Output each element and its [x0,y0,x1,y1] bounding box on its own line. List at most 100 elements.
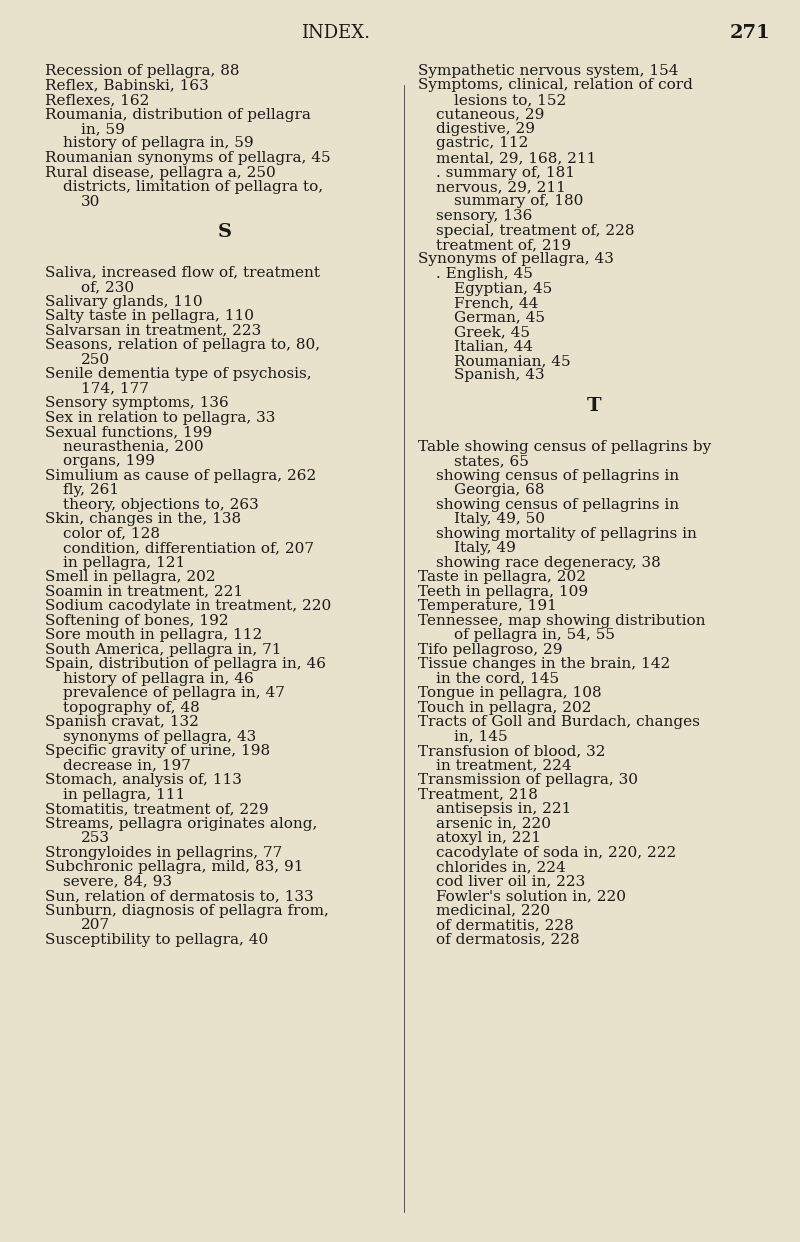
Text: decrease in, 197: decrease in, 197 [63,759,191,773]
Text: of dermatosis, 228: of dermatosis, 228 [436,933,580,946]
Text: . English, 45: . English, 45 [436,267,533,281]
Text: Roumania, distribution of pellagra: Roumania, distribution of pellagra [45,108,311,122]
Text: T: T [586,397,602,415]
Text: summary of, 180: summary of, 180 [454,195,583,209]
Text: Spanish cravat, 132: Spanish cravat, 132 [45,715,199,729]
Text: digestive, 29: digestive, 29 [436,122,535,137]
Text: 174, 177: 174, 177 [81,381,149,395]
Text: Temperature, 191: Temperature, 191 [418,599,557,614]
Text: Salvarsan in treatment, 223: Salvarsan in treatment, 223 [45,324,262,338]
Text: INDEX.: INDEX. [302,24,370,42]
Text: Strongyloides in pellagrins, 77: Strongyloides in pellagrins, 77 [45,846,282,859]
Text: sensory, 136: sensory, 136 [436,209,532,224]
Text: fly, 261: fly, 261 [63,483,119,497]
Text: Sunburn, diagnosis of pellagra from,: Sunburn, diagnosis of pellagra from, [45,903,329,918]
Text: Roumanian synonyms of pellagra, 45: Roumanian synonyms of pellagra, 45 [45,152,330,165]
Text: Spanish, 43: Spanish, 43 [454,369,545,383]
Text: Salivary glands, 110: Salivary glands, 110 [45,294,202,308]
Text: Sex in relation to pellagra, 33: Sex in relation to pellagra, 33 [45,411,275,425]
Text: atoxyl in, 221: atoxyl in, 221 [436,831,541,845]
Text: color of, 128: color of, 128 [63,527,160,540]
Text: showing census of pellagrins in: showing census of pellagrins in [436,498,679,512]
Text: arsenic in, 220: arsenic in, 220 [436,816,551,831]
Text: topography of, 48: topography of, 48 [63,700,200,714]
Text: Italy, 49, 50: Italy, 49, 50 [454,512,545,527]
Text: Sun, relation of dermatosis to, 133: Sun, relation of dermatosis to, 133 [45,889,314,903]
Text: cutaneous, 29: cutaneous, 29 [436,108,544,122]
Text: history of pellagra in, 46: history of pellagra in, 46 [63,672,254,686]
Text: Italian, 44: Italian, 44 [454,339,533,354]
Text: Streams, pellagra originates along,: Streams, pellagra originates along, [45,816,318,831]
Text: Salty taste in pellagra, 110: Salty taste in pellagra, 110 [45,309,254,323]
Text: Tissue changes in the brain, 142: Tissue changes in the brain, 142 [418,657,670,671]
Text: Greek, 45: Greek, 45 [454,325,530,339]
Text: 250: 250 [81,353,110,366]
Text: Soamin in treatment, 221: Soamin in treatment, 221 [45,585,243,599]
Text: Sexual functions, 199: Sexual functions, 199 [45,425,212,440]
Text: special, treatment of, 228: special, treatment of, 228 [436,224,634,237]
Text: Transfusion of blood, 32: Transfusion of blood, 32 [418,744,606,758]
Text: Saliva, increased flow of, treatment: Saliva, increased flow of, treatment [45,266,320,279]
Text: severe, 84, 93: severe, 84, 93 [63,874,172,888]
Text: Seasons, relation of pellagra to, 80,: Seasons, relation of pellagra to, 80, [45,338,320,351]
Text: Senile dementia type of psychosis,: Senile dementia type of psychosis, [45,368,312,381]
Text: . summary of, 181: . summary of, 181 [436,165,575,180]
Text: condition, differentiation of, 207: condition, differentiation of, 207 [63,542,314,555]
Text: Transmission of pellagra, 30: Transmission of pellagra, 30 [418,773,638,787]
Text: Reflexes, 162: Reflexes, 162 [45,93,150,107]
Text: Teeth in pellagra, 109: Teeth in pellagra, 109 [418,585,588,599]
Text: Tennessee, map showing distribution: Tennessee, map showing distribution [418,614,706,627]
Text: Simulium as cause of pellagra, 262: Simulium as cause of pellagra, 262 [45,468,316,483]
Text: Tracts of Goll and Burdach, changes: Tracts of Goll and Burdach, changes [418,715,700,729]
Text: 253: 253 [81,831,110,845]
Text: Synonyms of pellagra, 43: Synonyms of pellagra, 43 [418,252,614,267]
Text: prevalence of pellagra in, 47: prevalence of pellagra in, 47 [63,686,285,700]
Text: Treatment, 218: Treatment, 218 [418,787,538,801]
Text: cod liver oil in, 223: cod liver oil in, 223 [436,874,586,888]
Text: Fowler's solution in, 220: Fowler's solution in, 220 [436,889,626,903]
Text: Georgia, 68: Georgia, 68 [454,483,545,497]
Text: districts, limitation of pellagra to,: districts, limitation of pellagra to, [63,180,323,194]
Text: in, 59: in, 59 [81,122,125,137]
Text: German, 45: German, 45 [454,310,545,324]
Text: showing race degeneracy, 38: showing race degeneracy, 38 [436,555,661,570]
Text: organs, 199: organs, 199 [63,455,155,468]
Text: states, 65: states, 65 [454,455,529,468]
Text: Sore mouth in pellagra, 112: Sore mouth in pellagra, 112 [45,628,262,642]
Text: in the cord, 145: in the cord, 145 [436,672,559,686]
Text: of dermatitis, 228: of dermatitis, 228 [436,918,574,932]
Text: Sympathetic nervous system, 154: Sympathetic nervous system, 154 [418,65,678,78]
Text: theory, objections to, 263: theory, objections to, 263 [63,498,258,512]
Text: treatment of, 219: treatment of, 219 [436,238,571,252]
Text: Reflex, Babinski, 163: Reflex, Babinski, 163 [45,78,209,92]
Text: Tifo pellagroso, 29: Tifo pellagroso, 29 [418,642,562,657]
Text: Spain, distribution of pellagra in, 46: Spain, distribution of pellagra in, 46 [45,657,326,671]
Text: Egyptian, 45: Egyptian, 45 [454,282,552,296]
Text: Specific gravity of urine, 198: Specific gravity of urine, 198 [45,744,270,758]
Text: Symptoms, clinical, relation of cord: Symptoms, clinical, relation of cord [418,78,693,92]
Text: synonyms of pellagra, 43: synonyms of pellagra, 43 [63,729,256,744]
Text: South America, pellagra in, 71: South America, pellagra in, 71 [45,642,282,657]
Text: Sensory symptoms, 136: Sensory symptoms, 136 [45,396,229,410]
Text: Italy, 49: Italy, 49 [454,542,516,555]
Text: S: S [218,224,231,241]
Text: Susceptibility to pellagra, 40: Susceptibility to pellagra, 40 [45,933,268,946]
Text: 30: 30 [81,195,100,209]
Text: lesions to, 152: lesions to, 152 [454,93,566,107]
Text: Subchronic pellagra, mild, 83, 91: Subchronic pellagra, mild, 83, 91 [45,859,303,874]
Text: Rural disease, pellagra a, 250: Rural disease, pellagra a, 250 [45,165,276,180]
Text: Roumanian, 45: Roumanian, 45 [454,354,570,368]
Text: French, 44: French, 44 [454,296,538,310]
Text: chlorides in, 224: chlorides in, 224 [436,859,566,874]
Text: history of pellagra in, 59: history of pellagra in, 59 [63,137,254,150]
Text: Stomach, analysis of, 113: Stomach, analysis of, 113 [45,773,242,787]
Text: medicinal, 220: medicinal, 220 [436,903,550,918]
Text: nervous, 29, 211: nervous, 29, 211 [436,180,566,194]
Text: Skin, changes in the, 138: Skin, changes in the, 138 [45,512,241,527]
Text: Recession of pellagra, 88: Recession of pellagra, 88 [45,65,239,78]
Text: Taste in pellagra, 202: Taste in pellagra, 202 [418,570,586,584]
Text: cacodylate of soda in, 220, 222: cacodylate of soda in, 220, 222 [436,846,676,859]
Text: mental, 29, 168, 211: mental, 29, 168, 211 [436,152,596,165]
Text: 271: 271 [730,24,770,42]
Text: in treatment, 224: in treatment, 224 [436,759,572,773]
